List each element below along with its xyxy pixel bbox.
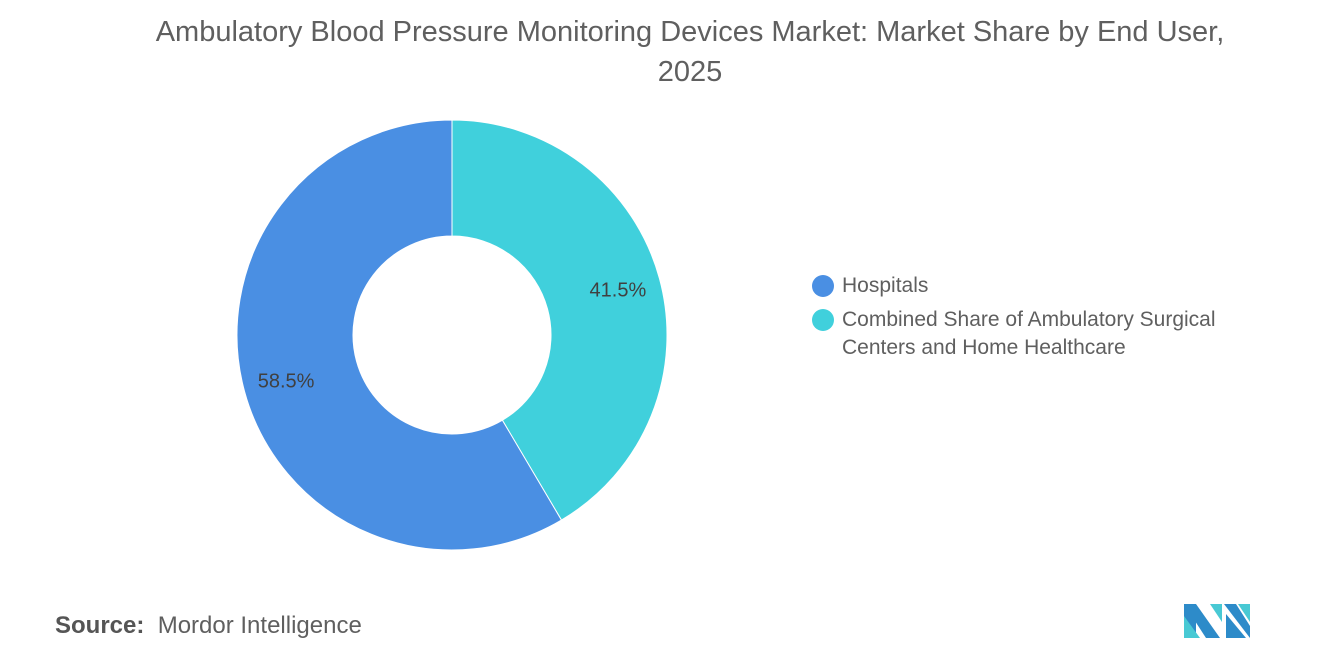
legend-swatch-hospitals — [812, 275, 834, 297]
legend-swatch-combined — [812, 309, 834, 331]
source-value: Mordor Intelligence — [157, 612, 362, 639]
legend-item-hospitals[interactable]: Hospitals — [812, 272, 1262, 300]
chart-title: Ambulatory Blood Pressure Monitoring Dev… — [155, 16, 1225, 88]
slice-combined[interactable] — [451, 119, 668, 521]
mordor-intelligence-logo-icon — [1184, 604, 1250, 638]
source: Source: Mordor Intelligence — [55, 612, 362, 640]
legend-item-combined[interactable]: Combined Share of Ambulatory Surgical Ce… — [812, 306, 1262, 362]
legend: Hospitals Combined Share of Ambulatory S… — [812, 272, 1262, 368]
legend-label-combined: Combined Share of Ambulatory Surgical Ce… — [842, 308, 1216, 359]
data-label-hospitals: 58.5% — [258, 370, 315, 392]
data-label-combined: 41.5% — [590, 280, 647, 302]
legend-label-hospitals: Hospitals — [842, 274, 929, 297]
slice-hospitals[interactable] — [236, 119, 563, 551]
source-label: Source: — [55, 612, 145, 639]
